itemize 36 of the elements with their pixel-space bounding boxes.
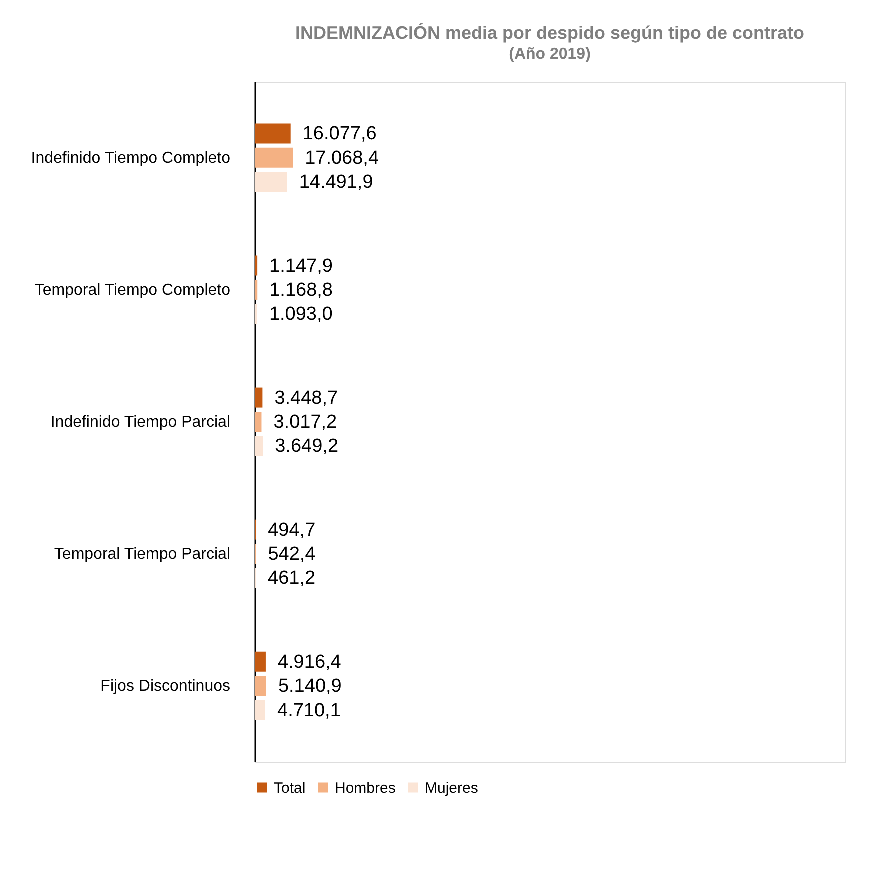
bar bbox=[255, 280, 258, 300]
bar bbox=[255, 388, 263, 408]
bar bbox=[255, 256, 258, 276]
data-label: 1.168,8 bbox=[270, 280, 334, 301]
bar bbox=[255, 148, 294, 168]
bar bbox=[255, 412, 262, 432]
bar bbox=[255, 436, 264, 456]
bar bbox=[255, 124, 291, 144]
text: (Año 2019) bbox=[509, 46, 591, 63]
data-label: 3.649,2 bbox=[275, 436, 339, 458]
legend-label: Total bbox=[274, 780, 306, 797]
y-tick-label: Temporal Tiempo Completo bbox=[34, 282, 231, 299]
data-label: 4.916,4 bbox=[278, 652, 342, 673]
text: INDEMNIZACIÓN media por despido según tipo de contrato bbox=[295, 23, 805, 43]
data-label: 5.140,9 bbox=[278, 676, 342, 698]
data-label: 461,2 bbox=[268, 568, 316, 590]
legend-label: Mujeres bbox=[425, 780, 478, 797]
y-tick-label: Fijos Discontinuos bbox=[100, 678, 230, 696]
data-label: 542,4 bbox=[268, 544, 316, 566]
y-tick-label: Temporal Tiempo Parcial bbox=[54, 546, 230, 564]
bar bbox=[255, 652, 266, 672]
data-label: 4.710,1 bbox=[278, 700, 341, 722]
bar bbox=[255, 700, 266, 720]
bar bbox=[255, 172, 288, 192]
data-label: 1.093,0 bbox=[269, 304, 333, 326]
data-label: 3.448,7 bbox=[274, 388, 338, 409]
data-label: 494,7 bbox=[268, 520, 316, 541]
data-label: 3.017,2 bbox=[274, 412, 338, 433]
data-label: 1.147,9 bbox=[270, 256, 333, 277]
data-label: 17.068,4 bbox=[305, 148, 380, 169]
data-label: 16.077,6 bbox=[302, 124, 377, 145]
y-tick-label: Indefinido Tiempo Completo bbox=[31, 150, 231, 167]
legend-label: Hombres bbox=[335, 780, 396, 797]
data-label: 14.491,9 bbox=[299, 172, 374, 194]
y-tick-label: Indefinido Tiempo Parcial bbox=[50, 414, 230, 431]
bar bbox=[255, 676, 266, 696]
